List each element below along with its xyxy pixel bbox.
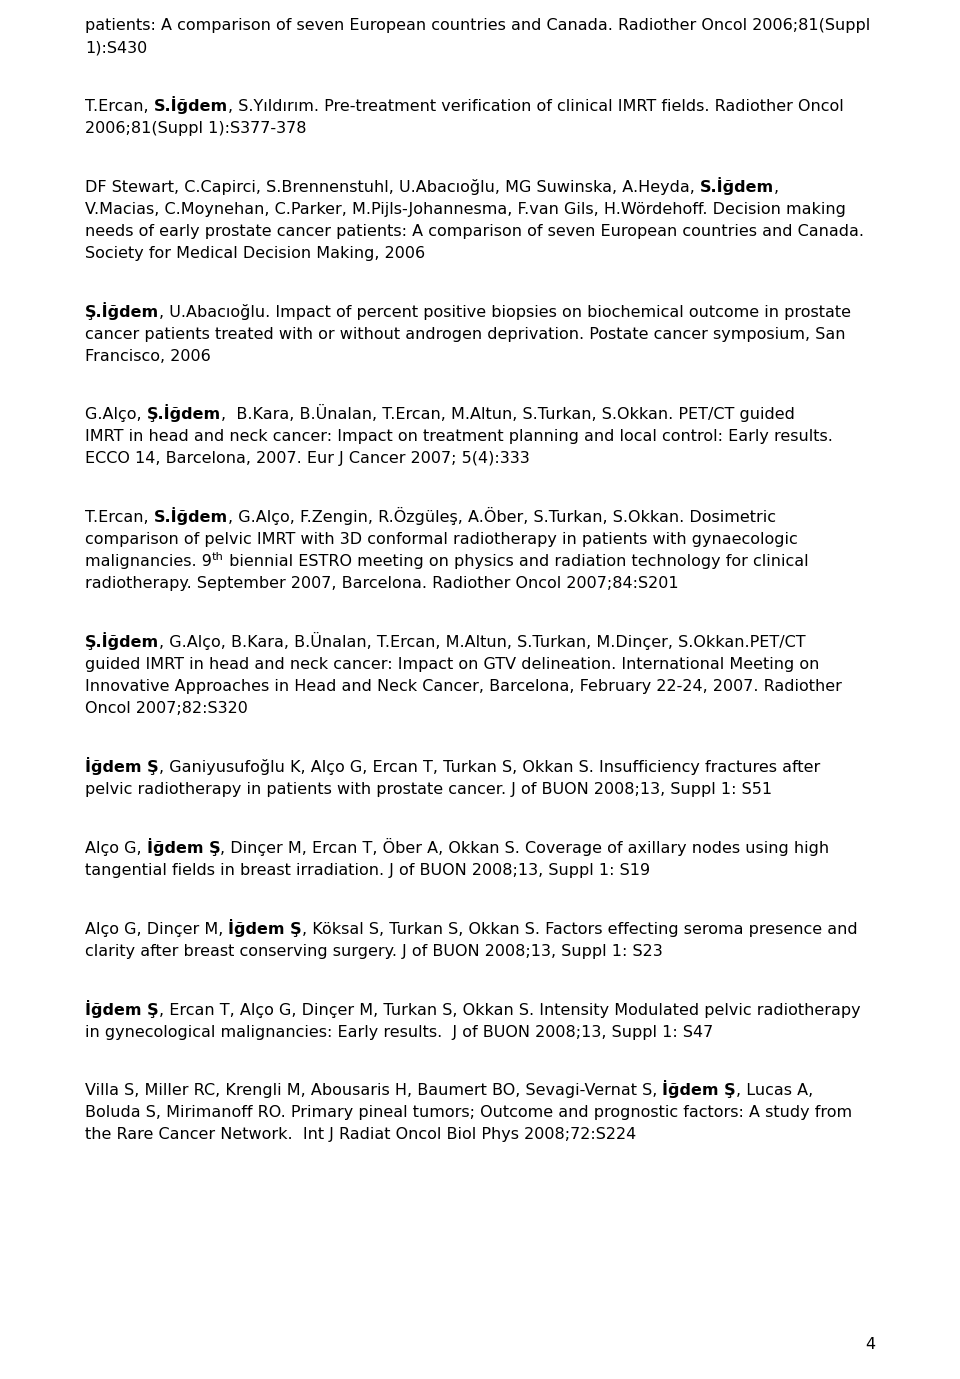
Text: guided IMRT in head and neck cancer: Impact on GTV delineation. International Me: guided IMRT in head and neck cancer: Imp… <box>85 658 820 672</box>
Text: Villa S, Miller RC, Krengli M, Abousaris H, Baumert BO, Sevagi-Vernat S,: Villa S, Miller RC, Krengli M, Abousaris… <box>85 1084 662 1098</box>
Text: pelvic radiotherapy in patients with prostate cancer. J of BUON 2008;13, Suppl 1: pelvic radiotherapy in patients with pro… <box>85 782 772 797</box>
Text: 4: 4 <box>865 1338 875 1351</box>
Text: cancer patients treated with or without androgen deprivation. Postate cancer sym: cancer patients treated with or without … <box>85 327 846 342</box>
Text: S.İğdem: S.İğdem <box>154 507 228 525</box>
Text: , G.Alço, F.Zengin, R.Özgüleş, A.Öber, S.Turkan, S.Okkan. Dosimetric: , G.Alço, F.Zengin, R.Özgüleş, A.Öber, S… <box>228 507 776 525</box>
Text: comparison of pelvic IMRT with 3D conformal radiotherapy in patients with gynaec: comparison of pelvic IMRT with 3D confor… <box>85 532 798 547</box>
Text: malignancies. 9: malignancies. 9 <box>85 554 212 570</box>
Text: clarity after breast conserving surgery. J of BUON 2008;13, Suppl 1: S23: clarity after breast conserving surgery.… <box>85 943 662 958</box>
Text: IMRT in head and neck cancer: Impact on treatment planning and local control: Ea: IMRT in head and neck cancer: Impact on … <box>85 429 833 444</box>
Text: , G.Alço, B.Kara, B.Ünalan, T.Ercan, M.Altun, S.Turkan, M.Dinçer, S.Okkan.PET/CT: , G.Alço, B.Kara, B.Ünalan, T.Ercan, M.A… <box>159 632 805 650</box>
Text: ,  B.Kara, B.Ünalan, T.Ercan, M.Altun, S.Turkan, S.Okkan. PET/CT guided: , B.Kara, B.Ünalan, T.Ercan, M.Altun, S.… <box>221 404 795 422</box>
Text: in gynecological malignancies: Early results.  J of BUON 2008;13, Suppl 1: S47: in gynecological malignancies: Early res… <box>85 1025 713 1040</box>
Text: th: th <box>212 552 224 563</box>
Text: , Dinçer M, Ercan T, Öber A, Okkan S. Coverage of axillary nodes using high: , Dinçer M, Ercan T, Öber A, Okkan S. Co… <box>221 838 829 856</box>
Text: Ş.İğdem: Ş.İğdem <box>147 404 221 422</box>
Text: T.Ercan,: T.Ercan, <box>85 99 154 114</box>
Text: 1):S430: 1):S430 <box>85 40 147 55</box>
Text: İğdem Ş: İğdem Ş <box>228 918 302 936</box>
Text: Society for Medical Decision Making, 2006: Society for Medical Decision Making, 200… <box>85 245 425 261</box>
Text: S.İğdem: S.İğdem <box>700 177 774 194</box>
Text: patients: A comparison of seven European countries and Canada. Radiother Oncol 2: patients: A comparison of seven European… <box>85 18 871 33</box>
Text: 2006;81(Suppl 1):S377-378: 2006;81(Suppl 1):S377-378 <box>85 121 306 137</box>
Text: , Lucas A,: , Lucas A, <box>736 1084 813 1098</box>
Text: İğdem Ş: İğdem Ş <box>662 1080 736 1098</box>
Text: , S.Yıldırım. Pre-treatment verification of clinical IMRT fields. Radiother Onco: , S.Yıldırım. Pre-treatment verification… <box>228 99 844 114</box>
Text: İğdem Ş: İğdem Ş <box>85 1000 158 1018</box>
Text: ,: , <box>774 179 780 194</box>
Text: , Ercan T, Alço G, Dinçer M, Turkan S, Okkan S. Intensity Modulated pelvic radio: , Ercan T, Alço G, Dinçer M, Turkan S, O… <box>158 1003 860 1018</box>
Text: , Köksal S, Turkan S, Okkan S. Factors effecting seroma presence and: , Köksal S, Turkan S, Okkan S. Factors e… <box>302 921 857 936</box>
Text: Innovative Approaches in Head and Neck Cancer, Barcelona, February 22-24, 2007. : Innovative Approaches in Head and Neck C… <box>85 680 842 694</box>
Text: İğdem Ş: İğdem Ş <box>85 757 158 775</box>
Text: Ş.İğdem: Ş.İğdem <box>85 632 159 650</box>
Text: Oncol 2007;82:S320: Oncol 2007;82:S320 <box>85 702 248 716</box>
Text: G.Alço,: G.Alço, <box>85 407 147 422</box>
Text: , U.Abacıoğlu. Impact of percent positive biopsies on biochemical outcome in pro: , U.Abacıoğlu. Impact of percent positiv… <box>159 303 852 320</box>
Text: Alço G, Dinçer M,: Alço G, Dinçer M, <box>85 921 228 936</box>
Text: Ş.İğdem: Ş.İğdem <box>85 302 159 320</box>
Text: biennial ESTRO meeting on physics and radiation technology for clinical: biennial ESTRO meeting on physics and ra… <box>224 554 808 570</box>
Text: needs of early prostate cancer patients: A comparison of seven European countrie: needs of early prostate cancer patients:… <box>85 223 864 239</box>
Text: İğdem Ş: İğdem Ş <box>147 838 221 856</box>
Text: ECCO 14, Barcelona, 2007. Eur J Cancer 2007; 5(4):333: ECCO 14, Barcelona, 2007. Eur J Cancer 2… <box>85 451 530 466</box>
Text: tangential fields in breast irradiation. J of BUON 2008;13, Suppl 1: S19: tangential fields in breast irradiation.… <box>85 863 650 878</box>
Text: Boluda S, Mirimanoff RO. Primary pineal tumors; Outcome and prognostic factors: : Boluda S, Mirimanoff RO. Primary pineal … <box>85 1106 852 1120</box>
Text: Francisco, 2006: Francisco, 2006 <box>85 349 211 364</box>
Text: V.Macias, C.Moynehan, C.Parker, M.Pijls-Johannesma, F.van Gils, H.Wördehoff. Dec: V.Macias, C.Moynehan, C.Parker, M.Pijls-… <box>85 201 846 217</box>
Text: DF Stewart, C.Capirci, S.Brennenstuhl, U.Abacıoğlu, MG Suwinska, A.Heyda,: DF Stewart, C.Capirci, S.Brennenstuhl, U… <box>85 179 700 194</box>
Text: radiotherapy. September 2007, Barcelona. Radiother Oncol 2007;84:S201: radiotherapy. September 2007, Barcelona.… <box>85 576 679 592</box>
Text: S.İğdem: S.İğdem <box>154 95 228 114</box>
Text: , Ganiyusufoğlu K, Alço G, Ercan T, Turkan S, Okkan S. Insufficiency fractures a: , Ganiyusufoğlu K, Alço G, Ercan T, Turk… <box>158 758 820 775</box>
Text: the Rare Cancer Network.  Int J Radiat Oncol Biol Phys 2008;72:S224: the Rare Cancer Network. Int J Radiat On… <box>85 1128 636 1142</box>
Text: T.Ercan,: T.Ercan, <box>85 510 154 525</box>
Text: Alço G,: Alço G, <box>85 841 147 856</box>
